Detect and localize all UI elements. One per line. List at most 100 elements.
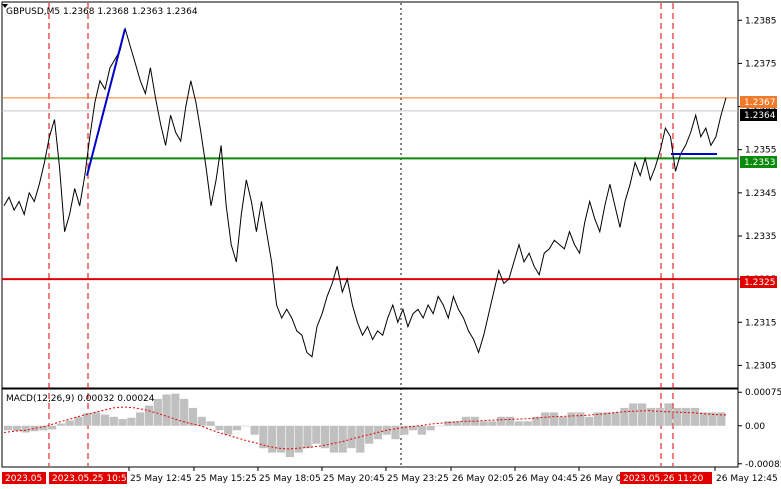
highlighted-time-label: 2023.05.26 11:20 [623,474,704,484]
macd-histogram-bar [435,425,444,427]
time-tick-label: 25 May 15:25 [195,474,257,484]
macd-histogram-bar [268,425,277,453]
macd-histogram-bar [224,425,233,435]
macd-histogram-bar [136,412,145,426]
blue-entry-line [86,28,126,176]
macd-histogram-bar [56,423,65,426]
macd-histogram-bar [611,412,620,426]
macd-histogram-bar [690,407,699,426]
time-tick-label: 25 May 12:45 [130,474,192,484]
macd-histogram-bar [162,394,171,426]
macd-histogram-bar [558,416,567,426]
time-tick-label: 26 May 02:05 [452,474,514,484]
blue-trend-lines [86,28,717,176]
macd-histogram-bar [497,416,506,426]
time-tick-label: 26 May 07:25 [580,474,642,484]
macd-histogram-bar [391,425,400,440]
time-tick-label: 25 May 20:45 [323,474,385,484]
macd-histogram-bar [12,425,21,432]
macd-histogram-bar [285,425,294,458]
macd-histogram-bar [470,416,479,426]
highlighted-time-label-bg [2,472,46,484]
current-price-label-bg [740,109,777,121]
macd-histogram-bar [664,403,673,426]
macd-histogram-bar [250,425,259,435]
macd-panel-frame [1,388,739,468]
macd-histogram-bar [576,412,585,426]
macd-histogram-bar [312,425,321,444]
macd-histogram-bar [303,425,312,449]
macd-histogram-bar [188,407,198,426]
highlighted-time-label-bg [49,472,127,484]
macd-histogram-bar [444,421,453,426]
highlighted-time-label: 2023.05.25 10:55 [52,474,132,484]
price-tick-label: 1.2375 [745,59,777,69]
macd-histogram-bar [83,413,92,426]
macd-histogram-bar [602,412,611,426]
macd-histogram-bar [232,425,242,431]
macd-tick-label: 0.00075 [745,388,781,398]
price-tick-label: 1.2305 [745,361,777,371]
macd-histogram-bar [523,421,532,426]
macd-histogram-bar [532,416,541,426]
macd-histogram-bar [321,425,330,449]
macd-histogram-bar [585,416,594,426]
macd-histogram-bar [329,425,338,453]
macd-histogram-bar [206,421,215,426]
orange-level-label: 1.2367 [744,98,776,108]
price-tick-label: 1.2355 [745,146,777,156]
macd-histogram-bar [215,425,224,431]
macd-histogram-bar [505,416,515,426]
price-axis: 1.23851.23751.23651.23551.23451.23351.23… [738,16,777,371]
macd-histogram-bar [541,412,550,426]
macd-histogram-bar [109,416,118,426]
green-level-label-bg [740,156,777,168]
macd-histogram-bar [479,421,488,426]
red-level-label-bg [740,276,777,288]
price-tick-label: 1.2335 [745,232,777,242]
macd-axis: 0.00075 0.00 -0.00085 [738,388,781,470]
macd-histogram-bar [294,425,303,453]
time-tick-label: 25 May 18:05 [259,474,321,484]
macd-histogram-bar [347,425,356,449]
macd-histogram-bar [171,393,180,426]
macd-histogram-bar [144,405,154,426]
macd-histogram-bar [549,412,559,426]
macd-histogram-bar [118,419,127,426]
macd-histogram-bar [417,425,426,435]
time-tick-label: 26 May 04:45 [516,474,578,484]
macd-histogram-bar [180,398,189,426]
macd-histogram-bar [655,407,664,426]
macd-title: MACD(12,26,9) 0.00032 0.00024 [6,394,155,404]
macd-histogram-bar [153,398,162,426]
macd-histogram-bar [682,407,691,426]
highlighted-time-label: 2023.05 [5,474,42,484]
macd-histogram-bar [356,425,365,453]
macd-histogram-bar [92,412,101,426]
macd-histogram-bar [338,425,347,453]
price-tick-label: 1.2345 [745,189,777,199]
macd-histogram-bar [400,425,409,435]
macd-histogram-bar [48,425,57,430]
macd-histogram-bar [4,425,13,431]
collapse-triangle-icon[interactable] [2,4,8,8]
chart-header: GBPUSD,M5 1.2368 1.2368 1.2363 1.2364 [6,7,198,17]
macd-histogram-bar [646,407,655,426]
time-tick-label: 26 May 12:45 [716,474,778,484]
time-axis: 25 May 12:45 25 May 15:25 25 May 18:05 25 M… [2,467,778,484]
macd-histogram-bar [127,417,136,426]
macd-histogram-bar [277,425,286,453]
macd-histogram-bar [197,416,206,426]
macd-histogram-bar [21,425,30,433]
macd-histogram-bar [30,425,39,432]
macd-histogram-bar [708,412,717,426]
macd-histogram-bar [39,425,48,431]
red-level-label: 1.2325 [744,278,776,288]
vertical-markers [48,3,674,466]
macd-histogram-bar [426,425,435,431]
highlighted-time-label-bg [620,472,712,484]
macd-histogram-bar [241,425,250,427]
macd-histogram-bar [259,425,268,449]
macd-histogram-bar [453,421,462,426]
